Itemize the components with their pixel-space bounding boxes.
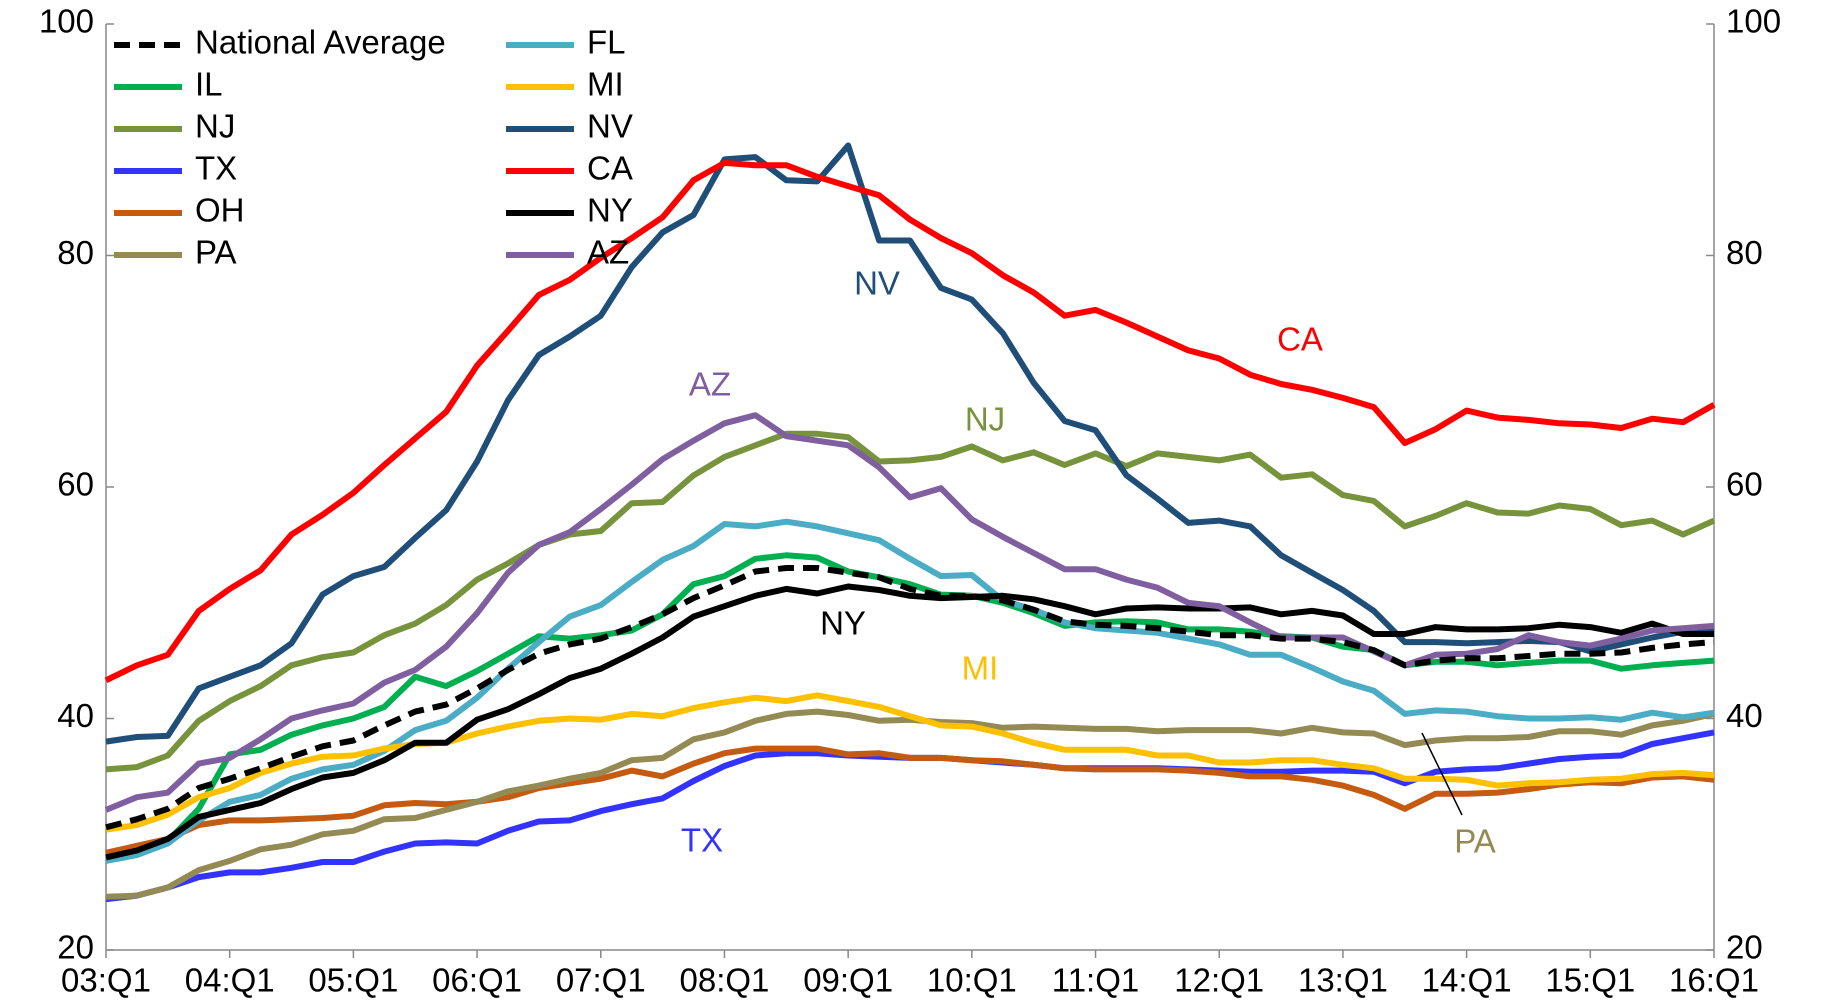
annotation: PA <box>1454 823 1496 860</box>
legend-label: FL <box>587 24 626 61</box>
annotation: NV <box>854 265 900 302</box>
legend-label: TX <box>195 150 237 187</box>
x-tick-label: 10:Q1 <box>927 962 1017 999</box>
y-tick-label: 20 <box>57 929 94 966</box>
annotation: NJ <box>965 401 1005 438</box>
x-tick-label: 07:Q1 <box>556 962 646 999</box>
annotation-leader <box>1421 732 1463 816</box>
y-tick-label: 40 <box>57 697 94 734</box>
legend-label: IL <box>195 66 223 103</box>
series-line <box>105 518 1715 864</box>
legend-label: National Average <box>195 24 446 61</box>
series-line <box>105 692 1715 833</box>
series-line <box>105 142 1715 745</box>
y-tick-label: 80 <box>57 234 94 271</box>
series-line <box>104 159 1716 683</box>
y2-tick-label: 20 <box>1726 929 1763 966</box>
y-tick-label: 100 <box>39 3 94 40</box>
series-line <box>105 708 1715 900</box>
annotation: MI <box>962 650 999 687</box>
x-tick-label: 11:Q1 <box>1052 962 1139 999</box>
annotation: CA <box>1277 321 1323 358</box>
series-line <box>104 412 1715 813</box>
series-line <box>105 565 1715 831</box>
y2-tick-label: 100 <box>1726 3 1781 40</box>
legend-label: MI <box>587 66 624 103</box>
y-tick-label: 60 <box>57 466 94 503</box>
x-tick-label: 12:Q1 <box>1174 962 1264 999</box>
legend-label: PA <box>195 234 237 271</box>
legend-label: OH <box>195 192 245 229</box>
annotation: AZ <box>689 366 731 403</box>
x-tick-label: 15:Q1 <box>1545 962 1635 999</box>
x-tick-label: 06:Q1 <box>432 962 522 999</box>
series-line <box>105 745 1715 856</box>
series-line <box>105 583 1714 861</box>
series-line <box>105 430 1716 773</box>
x-tick-label: 14:Q1 <box>1422 962 1512 999</box>
legend-label: NV <box>587 108 633 145</box>
x-tick-label: 09:Q1 <box>803 962 893 999</box>
x-tick-label: 08:Q1 <box>680 962 770 999</box>
x-tick-label: 03:Q1 <box>61 962 151 999</box>
legend-label: NY <box>587 192 633 229</box>
x-tick-label: 13:Q1 <box>1298 962 1388 999</box>
x-tick-label: 05:Q1 <box>308 962 398 999</box>
legend-label: AZ <box>587 234 629 271</box>
legend-label: CA <box>587 150 633 187</box>
x-tick-label: 04:Q1 <box>185 962 275 999</box>
y2-tick-label: 60 <box>1726 466 1763 503</box>
y2-tick-label: 80 <box>1726 234 1763 271</box>
y2-tick-label: 40 <box>1726 697 1763 734</box>
annotation: TX <box>681 822 723 859</box>
legend-label: NJ <box>195 108 235 145</box>
x-tick-label: 16:Q1 <box>1669 962 1759 999</box>
annotation: NY <box>820 605 866 642</box>
